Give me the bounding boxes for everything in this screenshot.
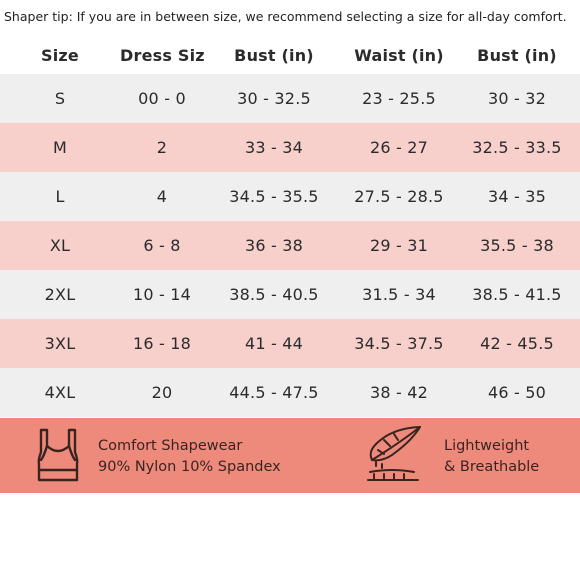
table-row: 3XL 16 - 18 41 - 44 34.5 - 37.5 42 - 45.… — [0, 319, 580, 368]
cell-bust: 34.5 - 35.5 — [229, 187, 319, 206]
cell-size: S — [54, 89, 66, 108]
shaper-tip: Shaper tip: If you are in between size, … — [4, 9, 567, 24]
header-waist: Waist (in) — [354, 45, 444, 65]
blank-area — [0, 493, 580, 580]
header-dress-size: Dress Size — [120, 45, 204, 65]
cell-bust-2: 46 - 50 — [487, 383, 547, 402]
cell-bust: 36 - 38 — [244, 236, 304, 255]
lightweight-line-1: Lightweight — [444, 438, 530, 454]
table-row: S 00 - 0 30 - 32.5 23 - 25.5 30 - 32 — [0, 74, 580, 123]
cell-bust: 41 - 44 — [244, 334, 304, 353]
table-row: 4XL 20 44.5 - 47.5 38 - 42 46 - 50 — [0, 368, 580, 417]
cell-bust: 38.5 - 40.5 — [229, 285, 319, 304]
feature-lightweight: Lightweight & Breathable — [362, 424, 539, 490]
cell-size: 2XL — [44, 285, 76, 304]
cell-waist: 34.5 - 37.5 — [354, 334, 444, 353]
cell-bust: 30 - 32.5 — [237, 89, 311, 108]
cell-size: 4XL — [44, 383, 76, 402]
cell-bust: 44.5 - 47.5 — [229, 383, 319, 402]
size-chart-table: Size Dress Size Bust (in) Waist (in) Bus… — [0, 36, 580, 417]
cell-bust-2: 30 - 32 — [487, 89, 547, 108]
cell-waist: 27.5 - 28.5 — [354, 187, 444, 206]
header-bust: Bust (in) — [234, 45, 314, 65]
cell-dress-size: 4 — [156, 187, 168, 206]
table-row: M 2 33 - 34 26 - 27 32.5 - 33.5 — [0, 123, 580, 172]
cell-dress-size: 6 - 8 — [143, 236, 181, 255]
lightweight-line-2: & Breathable — [444, 459, 540, 475]
cell-dress-size: 16 - 18 — [132, 334, 192, 353]
cell-dress-size: 10 - 14 — [132, 285, 192, 304]
comfort-line-1: Comfort Shapewear — [98, 438, 243, 454]
cell-size: XL — [49, 236, 71, 255]
cell-size: 3XL — [44, 334, 76, 353]
table-row: XL 6 - 8 36 - 38 29 - 31 35.5 - 38 — [0, 221, 580, 270]
cell-bust: 33 - 34 — [244, 138, 304, 157]
cell-bust-2: 35.5 - 38 — [480, 236, 554, 255]
cell-waist: 23 - 25.5 — [362, 89, 436, 108]
cell-size: M — [52, 138, 67, 157]
header-bust-2: Bust (in) — [477, 45, 557, 65]
feature-banner: Comfort Shapewear 90% Nylon 10% Spandex — [0, 418, 580, 493]
feature-comfort: Comfort Shapewear 90% Nylon 10% Spandex — [36, 426, 281, 488]
sports-bra-icon — [36, 426, 80, 488]
cell-waist: 38 - 42 — [369, 383, 429, 402]
comfort-line-2: 90% Nylon 10% Spandex — [98, 459, 281, 475]
cell-waist: 26 - 27 — [369, 138, 429, 157]
cell-dress-size: 00 - 0 — [138, 89, 186, 108]
feather-icon — [362, 424, 424, 490]
cell-bust-2: 32.5 - 33.5 — [472, 138, 562, 157]
cell-size: L — [55, 187, 65, 206]
cell-waist: 31.5 - 34 — [362, 285, 436, 304]
header-size: Size — [41, 45, 79, 65]
cell-dress-size: 2 — [156, 138, 168, 157]
cell-bust-2: 38.5 - 41.5 — [472, 285, 562, 304]
table-row: L 4 34.5 - 35.5 27.5 - 28.5 34 - 35 — [0, 172, 580, 221]
cell-bust-2: 34 - 35 — [487, 187, 547, 206]
table-header-row: Size Dress Size Bust (in) Waist (in) Bus… — [0, 36, 580, 74]
cell-waist: 29 - 31 — [369, 236, 429, 255]
cell-bust-2: 42 - 45.5 — [480, 334, 554, 353]
cell-dress-size: 20 — [151, 383, 173, 402]
table-row: 2XL 10 - 14 38.5 - 40.5 31.5 - 34 38.5 -… — [0, 270, 580, 319]
